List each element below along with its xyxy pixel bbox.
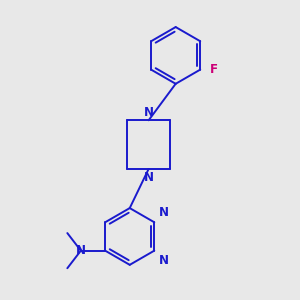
Text: N: N [159,206,169,219]
Text: N: N [144,106,154,119]
Text: F: F [210,63,218,76]
Text: N: N [76,244,86,257]
Text: N: N [159,254,169,267]
Text: N: N [144,170,154,184]
